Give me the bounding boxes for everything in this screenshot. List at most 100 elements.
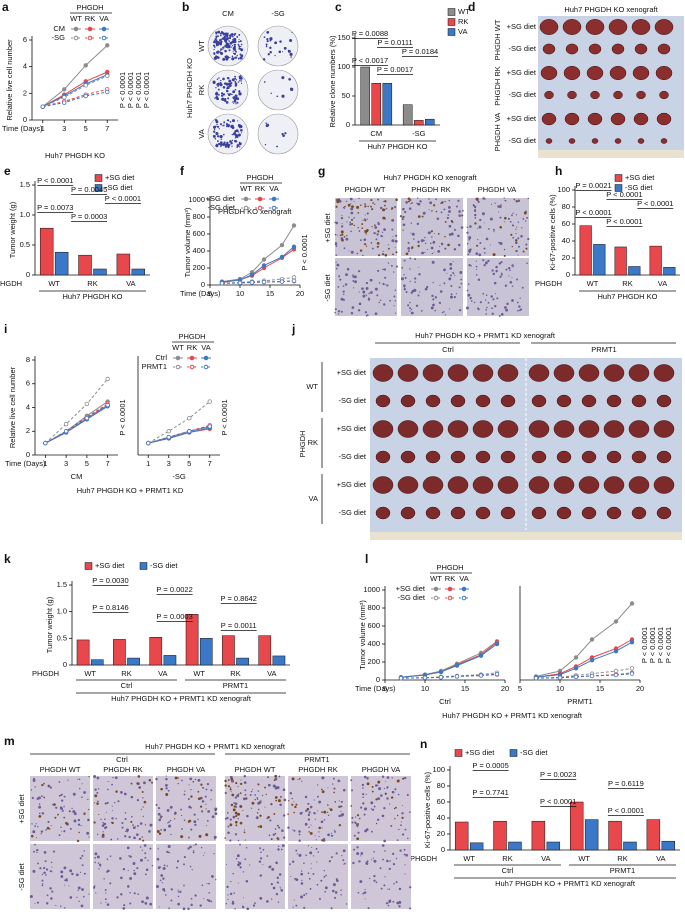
texture (218, 142, 221, 146)
texture (299, 811, 303, 815)
legend-column: VA (459, 574, 468, 583)
texture (259, 825, 263, 829)
texture (229, 818, 232, 821)
texture (414, 281, 417, 283)
texture (366, 782, 370, 786)
y-tick-label: 200 (367, 657, 380, 666)
texture (333, 787, 336, 790)
texture (142, 797, 144, 799)
x-tick-label: VA (267, 669, 276, 678)
texture (521, 227, 523, 229)
texture (478, 225, 482, 229)
y-tick-label: 80 (562, 202, 570, 211)
y-axis-label: Tumor weight (g) (45, 596, 54, 653)
texture (431, 252, 433, 255)
texture (241, 49, 243, 52)
texture (216, 140, 219, 142)
texture (267, 776, 269, 779)
tumor (587, 112, 603, 126)
texture (51, 871, 53, 873)
texture (231, 78, 235, 82)
texture (222, 57, 226, 61)
legend-swatch (614, 184, 623, 192)
x-tick-label: 10 (236, 289, 244, 298)
texture (218, 77, 220, 79)
texture (323, 875, 326, 878)
texture (88, 836, 90, 838)
texture (346, 221, 348, 223)
texture (301, 811, 303, 814)
y-axis-label: Ki-67-positive cells (%) (548, 194, 557, 271)
texture (449, 274, 453, 277)
texture (509, 280, 513, 284)
texture (420, 239, 424, 243)
texture (386, 776, 390, 779)
texture (315, 847, 318, 850)
footer: Huh7 PHGDH KO + PRMT1 KD xenograft (111, 694, 252, 703)
texture (287, 826, 290, 829)
texture (498, 262, 502, 265)
texture (345, 200, 348, 203)
micrograph (401, 198, 463, 256)
texture (61, 799, 64, 802)
texture (340, 800, 343, 803)
x-tick-label: WT (587, 279, 599, 288)
legend-marker (257, 196, 263, 202)
texture (485, 294, 488, 297)
texture (505, 308, 508, 312)
legend-marker (101, 35, 107, 41)
texture (52, 850, 56, 853)
point (454, 674, 460, 679)
texture (234, 811, 238, 815)
texture (265, 793, 267, 796)
texture (326, 811, 329, 814)
texture (211, 815, 215, 819)
texture (356, 852, 360, 855)
texture (379, 299, 382, 301)
texture (133, 892, 136, 895)
p-value: P < 0.0017 (352, 56, 388, 65)
texture (150, 781, 154, 784)
texture (512, 236, 515, 239)
texture (369, 278, 373, 282)
subcolumn-label: PHGDH RK (103, 765, 143, 774)
point (478, 653, 484, 658)
texture (237, 133, 241, 137)
texture (266, 40, 269, 43)
texture (229, 787, 232, 789)
p-value: P < 0.0001 (648, 627, 657, 663)
point (187, 429, 192, 434)
texture (111, 817, 114, 820)
texture (268, 834, 271, 836)
texture (373, 859, 377, 863)
texture (383, 884, 386, 887)
texture (167, 789, 170, 792)
texture (102, 831, 104, 833)
texture (407, 304, 410, 307)
x-tick-label: 15 (596, 684, 604, 693)
y-tick-label: 0 (346, 120, 350, 129)
texture (352, 861, 355, 865)
x-tick-label: WT (578, 854, 590, 863)
tumor (568, 138, 576, 144)
texture (310, 863, 312, 865)
texture (468, 264, 471, 267)
texture (411, 232, 415, 236)
texture (316, 795, 319, 798)
bar (579, 225, 592, 276)
texture (31, 823, 33, 825)
texture (58, 834, 61, 837)
y-tick-label: 8 (26, 355, 30, 364)
texture (144, 852, 147, 855)
texture (327, 787, 329, 789)
tumor (565, 43, 579, 55)
texture (402, 207, 405, 211)
texture (498, 241, 501, 244)
texture (377, 230, 380, 233)
line (45, 405, 108, 444)
texture (362, 892, 365, 895)
legend-title: PHGDH (76, 3, 103, 12)
texture (142, 806, 144, 808)
texture (484, 261, 488, 265)
texture (387, 247, 390, 250)
